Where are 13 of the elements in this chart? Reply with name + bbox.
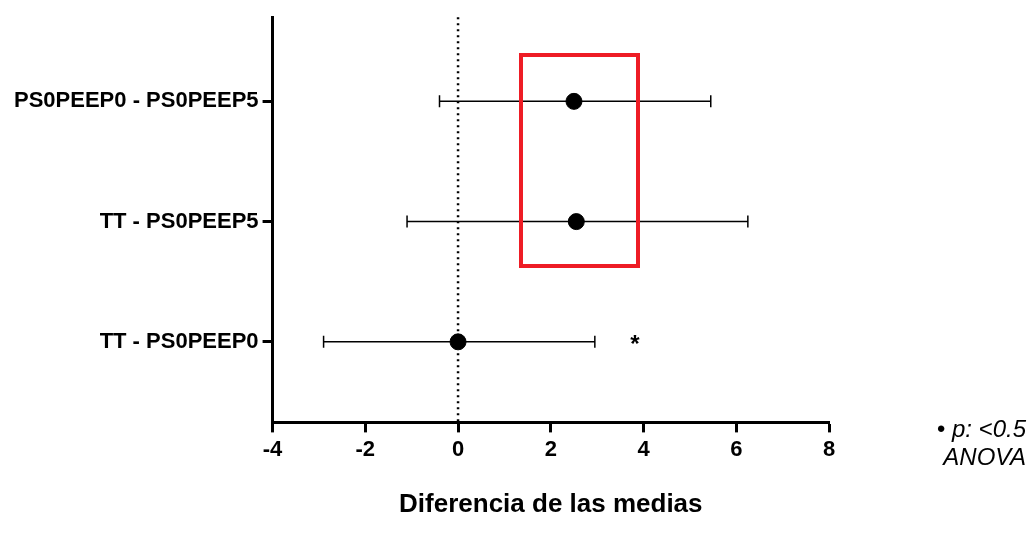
x-axis-title: Diferencia de las medias (399, 487, 703, 518)
x-tick-label: -4 (262, 435, 284, 461)
annotation: * (630, 330, 641, 358)
x-tick-label: 6 (730, 435, 743, 461)
y-tick-label: TT - PS0PEEP0 (99, 327, 259, 353)
x-tick-label: 0 (451, 435, 465, 461)
x-tick-label: 2 (544, 435, 557, 461)
y-tick-label: TT - PS0PEEP5 (99, 207, 259, 233)
x-tick-label: 4 (637, 435, 651, 461)
text: • p: <0.5 ANOVA (935, 415, 1026, 471)
x-tick-label: 8 (822, 435, 836, 461)
y-tick-label: PS0PEEP0 - PS0PEEP5 (14, 87, 259, 113)
x-tick-label: -2 (355, 435, 376, 461)
